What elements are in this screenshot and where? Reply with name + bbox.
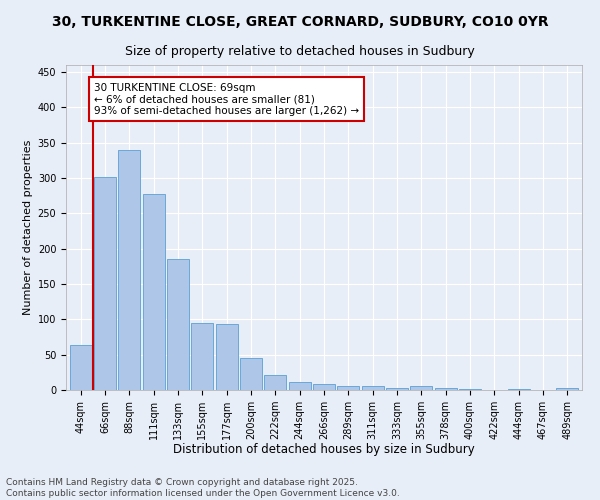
X-axis label: Distribution of detached houses by size in Sudbury: Distribution of detached houses by size …: [173, 444, 475, 456]
Bar: [118, 150, 140, 390]
Bar: [215, 324, 238, 390]
Bar: [410, 386, 433, 390]
Text: Size of property relative to detached houses in Sudbury: Size of property relative to detached ho…: [125, 45, 475, 58]
Bar: [240, 358, 262, 390]
Bar: [313, 384, 335, 390]
Bar: [337, 386, 359, 390]
Bar: [556, 388, 578, 390]
Bar: [289, 382, 311, 390]
Bar: [143, 194, 164, 390]
Bar: [508, 388, 530, 390]
Bar: [70, 346, 92, 390]
Text: Contains HM Land Registry data © Crown copyright and database right 2025.
Contai: Contains HM Land Registry data © Crown c…: [6, 478, 400, 498]
Text: 30, TURKENTINE CLOSE, GREAT CORNARD, SUDBURY, CO10 0YR: 30, TURKENTINE CLOSE, GREAT CORNARD, SUD…: [52, 15, 548, 29]
Bar: [362, 386, 383, 390]
Bar: [386, 388, 408, 390]
Text: 30 TURKENTINE CLOSE: 69sqm
← 6% of detached houses are smaller (81)
93% of semi-: 30 TURKENTINE CLOSE: 69sqm ← 6% of detac…: [94, 82, 359, 116]
Bar: [94, 176, 116, 390]
Bar: [265, 375, 286, 390]
Y-axis label: Number of detached properties: Number of detached properties: [23, 140, 34, 315]
Bar: [435, 388, 457, 390]
Bar: [191, 323, 213, 390]
Bar: [167, 260, 189, 390]
